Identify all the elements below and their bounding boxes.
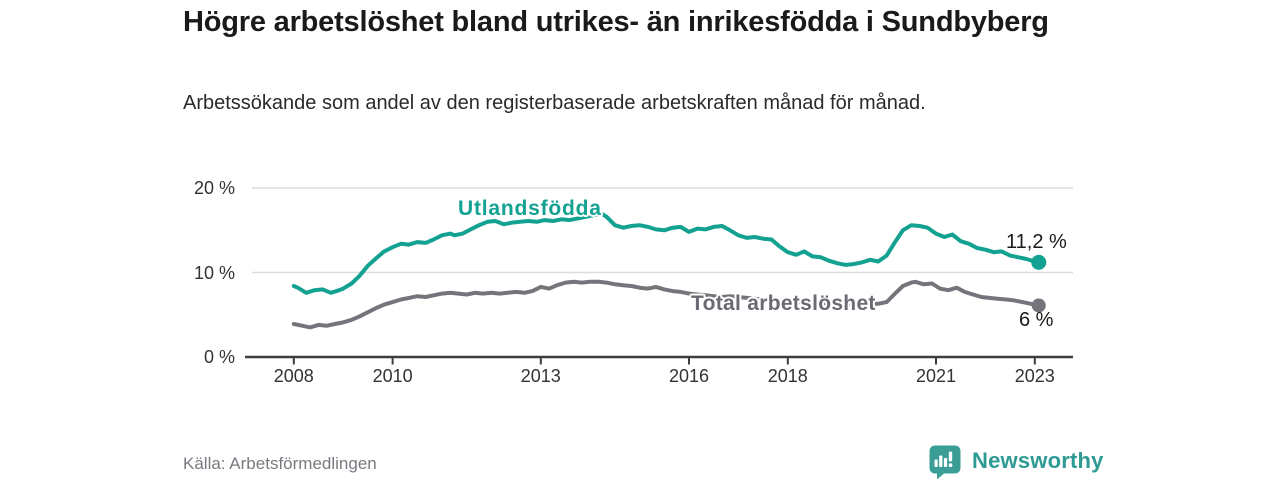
- y-tick-label: 10 %: [193, 262, 235, 283]
- source-note: Källa: Arbetsförmedlingen: [183, 454, 377, 473]
- x-tick-label: 2013: [520, 366, 561, 386]
- y-tick-label: 20 %: [193, 178, 235, 198]
- x-tick-label: 2018: [767, 366, 808, 386]
- gridlines: [252, 187, 1073, 274]
- series-lines: [291, 212, 1041, 330]
- series-label-utlandsfodda: Utlandsfödda: [458, 197, 602, 220]
- page-title: Högre arbetslöshet bland utrikes- än inr…: [183, 6, 1049, 38]
- x-tick-label: 2021: [915, 366, 957, 386]
- newsworthy-logo-text: Newsworthy: [972, 448, 1104, 473]
- series-end-dots: [1031, 254, 1047, 313]
- x-tick-label: 2010: [372, 366, 413, 386]
- end-value-label-total: 6 %: [1019, 309, 1054, 331]
- end-value-label-utlandsfodda: 11,2 %: [1006, 231, 1067, 253]
- x-tick-label: 2016: [668, 366, 710, 386]
- x-axis: [245, 355, 1073, 365]
- newsworthy-logo: Newsworthy: [927, 443, 1104, 479]
- chart-subtitle: Arbetssökande som andel av den registerb…: [183, 92, 926, 114]
- series-label-total-arbetsloshet: Total arbetslöshet: [691, 292, 876, 315]
- x-tick-label: 2023: [1014, 366, 1055, 386]
- y-tick-label: 0 %: [203, 347, 235, 367]
- newsworthy-logo-icon: [929, 445, 961, 479]
- x-tick-label: 2008: [273, 366, 314, 386]
